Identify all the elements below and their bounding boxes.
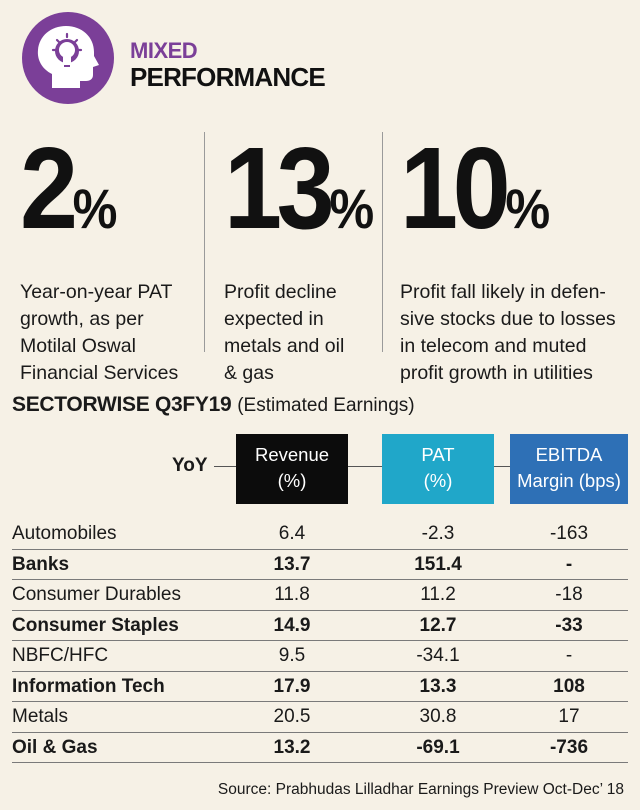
ebitda-value: -163 [549, 523, 589, 544]
stat-value: 13% [224, 123, 374, 253]
pat-value: -69.1 [416, 736, 460, 758]
divider [204, 132, 205, 352]
sector-name: Oil & Gas [12, 736, 98, 758]
row-divider [12, 640, 628, 641]
stat-description: Profit decline expected in metals and oi… [224, 281, 345, 384]
stat-card: 2% Year-on-year PAT growth, as per Motil… [20, 130, 178, 387]
sector-name: Banks [12, 553, 70, 575]
table-row: Automobiles 6.4 -2.3 -163 [0, 520, 640, 550]
revenue-value: 11.8 [274, 584, 310, 605]
sector-name: Information Tech [12, 675, 165, 697]
ebitda-value: -736 [549, 736, 589, 758]
stat-card: 10% Profit fall likely in defen- sive st… [400, 130, 616, 387]
stat-description: Profit fall likely in defen- sive stocks… [400, 281, 616, 384]
sector-name: NBFC/HFC [12, 645, 109, 666]
table-row: Oil & Gas 13.2 -69.1 -736 [0, 734, 640, 764]
table-row: Banks 13.7 151.4 - [0, 551, 640, 581]
sector-name: Consumer Durables [12, 584, 181, 605]
header: MIXED PERFORMANCE [22, 12, 622, 107]
revenue-value: 6.4 [278, 523, 306, 544]
revenue-value: 13.7 [273, 553, 311, 575]
ebitda-value: - [565, 645, 573, 666]
source-note: Source: Prabhudas Lilladhar Earnings Pre… [217, 781, 624, 798]
divider [382, 132, 383, 352]
row-divider [12, 609, 628, 611]
pat-value: 151.4 [414, 553, 462, 575]
pat-value: 12.7 [419, 614, 457, 636]
table-row: Consumer Staples 14.9 12.7 -33 [0, 612, 640, 642]
row-divider [12, 548, 628, 550]
revenue-value: 20.5 [273, 706, 311, 727]
sector-name: Consumer Staples [12, 614, 179, 636]
ebitda-value: 108 [553, 675, 585, 697]
table-row: Information Tech 17.9 13.3 108 [0, 673, 640, 703]
stat-card: 13% Profit decline expected in metals an… [224, 130, 389, 387]
table-title: SECTORWISE Q3FY19 (Estimated Earnings) [12, 393, 415, 416]
column-header-pat: PAT (%) [382, 434, 494, 504]
badge [22, 12, 114, 104]
sector-name: Automobiles [12, 523, 117, 544]
column-header-ebitda: EBITDA Margin (bps) [510, 434, 628, 504]
pat-value: 11.2 [420, 584, 456, 605]
table-row: NBFC/HFC 9.5 -34.1 - [0, 642, 640, 672]
sector-name: Metals [12, 706, 68, 727]
row-divider [12, 579, 628, 580]
ebitda-value: -18 [555, 584, 583, 605]
ebitda-value: - [565, 553, 573, 575]
head-with-lightbulb-icon [37, 26, 99, 88]
row-divider [12, 670, 628, 672]
table-row: Consumer Durables 11.8 11.2 -18 [0, 581, 640, 611]
stat-value: 2% [20, 123, 117, 253]
table-subtitle: (Estimated Earnings) [237, 395, 415, 416]
pat-value: -2.3 [421, 523, 455, 544]
revenue-value: 9.5 [278, 645, 306, 666]
row-divider [12, 762, 628, 763]
table-row: Metals 20.5 30.8 17 [0, 703, 640, 733]
title-line-2: PERFORMANCE [130, 62, 326, 92]
pat-value: 30.8 [419, 706, 457, 727]
revenue-value: 13.2 [273, 736, 311, 758]
pat-value: 13.3 [419, 675, 457, 697]
pat-value: -34.1 [416, 645, 460, 666]
stat-value: 10% [400, 123, 550, 253]
row-divider [12, 731, 628, 733]
revenue-value: 14.9 [273, 614, 311, 636]
revenue-value: 17.9 [273, 675, 311, 697]
row-divider [12, 701, 628, 702]
title-line-1: MIXED [130, 38, 198, 63]
ebitda-value: 17 [558, 706, 580, 727]
stat-description: Year-on-year PAT growth, as per Motilal … [20, 281, 179, 384]
column-header-revenue: Revenue (%) [236, 434, 348, 504]
ebitda-value: -33 [555, 614, 583, 636]
yoy-label: YoY [172, 455, 208, 476]
